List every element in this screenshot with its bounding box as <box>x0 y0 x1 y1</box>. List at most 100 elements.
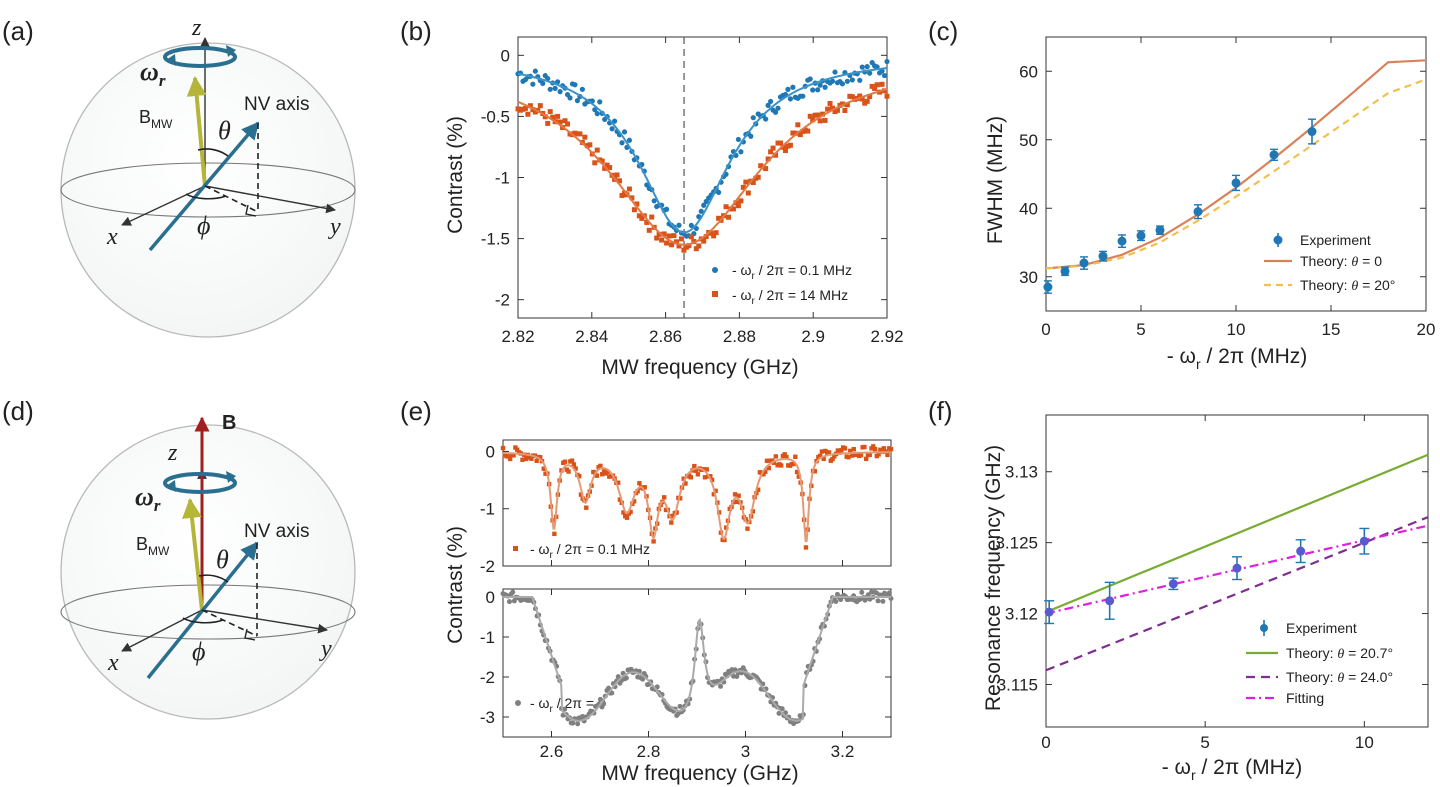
data-point-series-1 <box>693 246 699 252</box>
data-point-series-1 <box>676 243 682 249</box>
data-point-top <box>745 526 750 531</box>
equator-ellipse <box>60 584 356 640</box>
data-point-top <box>507 456 513 462</box>
data-point-series-1 <box>673 239 679 245</box>
data-point-series-1 <box>745 190 751 196</box>
experiment-point <box>1193 207 1203 217</box>
y-label: y <box>328 214 341 240</box>
data-point-top <box>839 447 844 453</box>
omega-label: ωr <box>140 57 166 90</box>
y-label: y <box>319 636 332 662</box>
data-point-series-1 <box>599 158 605 164</box>
x-label: x <box>107 650 119 676</box>
data-point-top <box>605 469 610 475</box>
bloch-diagram-d: B z x y ωr BMW NV axis θ ϕ <box>60 412 356 720</box>
data-point-series-1 <box>738 198 744 204</box>
data-point-series-1 <box>587 142 593 148</box>
data-point-top <box>662 495 667 500</box>
x-tick-label: 20 <box>1417 320 1436 339</box>
data-point-bottom <box>562 706 568 712</box>
fit-curve-series-0 <box>517 67 888 234</box>
data-point-top <box>500 445 506 451</box>
experiment-point <box>1232 563 1242 573</box>
x-axis-label: MW frequency (GHz) <box>601 356 798 379</box>
data-point-top <box>713 488 718 494</box>
data-point-top <box>830 456 835 462</box>
panel-label-a: (a) <box>2 16 34 46</box>
legend-b: - ωr / 2π = 0.1 MHz - ωr / 2π = 14 MHz <box>712 262 852 307</box>
chart-f: - ωr / 2π (MHz) Resonance frequency (GHz… <box>982 414 1429 783</box>
data-point-series-1 <box>688 234 694 240</box>
right-angle-mark <box>244 628 256 641</box>
x-axis-label: MW frequency (GHz) <box>601 762 798 785</box>
data-point-series-0 <box>619 140 625 146</box>
legend-marker-orange <box>513 546 518 551</box>
data-point-top <box>846 455 851 460</box>
data-point-series-0 <box>547 86 553 92</box>
data-point-series-0 <box>807 76 813 82</box>
z-label: z <box>191 15 202 41</box>
y-tick-label: 3.125 <box>995 534 1038 553</box>
legend-entry-bottom: - ωr / 2π = 0 <box>530 695 606 715</box>
data-point-series-1 <box>708 230 714 236</box>
data-point-top <box>771 460 777 465</box>
data-point-series-1 <box>545 120 551 126</box>
legend-entry-theory-0: Theory: θ = 0 <box>1300 253 1382 270</box>
data-point-series-1 <box>577 131 583 137</box>
legend-marker-blue <box>712 267 718 273</box>
data-point-series-0 <box>735 136 742 143</box>
data-point-series-0 <box>592 107 598 113</box>
legend-marker-experiment <box>1260 624 1268 632</box>
data-point-bottom <box>875 598 881 604</box>
data-point-series-1 <box>849 94 855 100</box>
legend-entry-theory-240: Theory: θ = 24.0° <box>1286 669 1393 686</box>
data-point-top <box>761 472 766 477</box>
x-tick-label: 10 <box>1355 733 1374 752</box>
data-point-series-0 <box>849 77 855 83</box>
data-point-series-1 <box>834 107 840 113</box>
data-point-series-1 <box>827 100 833 106</box>
data-point-series-0 <box>597 99 603 105</box>
data-point-series-1 <box>807 113 813 119</box>
data-point-series-1 <box>562 118 568 124</box>
sphere-outline <box>60 42 356 338</box>
data-point-series-1 <box>723 204 729 210</box>
y-tick-label: 30 <box>1019 268 1038 287</box>
x-tick-label: 2.8 <box>637 742 661 761</box>
data-point-top <box>773 454 779 459</box>
data-point-bottom <box>880 598 886 604</box>
data-point-series-1 <box>678 236 684 242</box>
data-point-series-1 <box>763 166 769 172</box>
data-point-series-1 <box>857 93 863 99</box>
experiment-point <box>1105 596 1115 606</box>
y-tick-label: -3 <box>480 708 495 727</box>
data-point-top <box>784 454 789 460</box>
data-point-top <box>763 469 768 474</box>
data-point-top <box>635 489 640 494</box>
experiment-point <box>1136 231 1146 241</box>
data-point-top <box>631 499 637 504</box>
data-point-bottom <box>623 675 629 681</box>
data-point-series-1 <box>884 93 890 99</box>
data-point-top <box>566 469 571 474</box>
data-point-series-1 <box>661 231 667 237</box>
x-label: x <box>106 224 118 250</box>
data-point-series-1 <box>671 233 677 239</box>
data-point-series-1 <box>669 242 675 248</box>
data-point-series-1 <box>634 201 640 207</box>
x-tick-label: 2.92 <box>870 327 903 346</box>
y-tick-label: 3.13 <box>1005 463 1038 482</box>
x-tick-label: 3.2 <box>831 742 855 761</box>
data-point-series-1 <box>820 111 826 117</box>
data-point-series-1 <box>522 105 528 111</box>
data-point-series-1 <box>867 93 873 99</box>
data-point-top <box>732 492 738 497</box>
data-point-top <box>823 448 828 454</box>
data-point-top <box>598 463 603 469</box>
data-point-top <box>573 466 578 471</box>
data-point-top <box>842 446 848 451</box>
plot-frame <box>1045 414 1429 728</box>
fit-curve-top <box>503 451 891 543</box>
experiment-point <box>1168 579 1178 589</box>
